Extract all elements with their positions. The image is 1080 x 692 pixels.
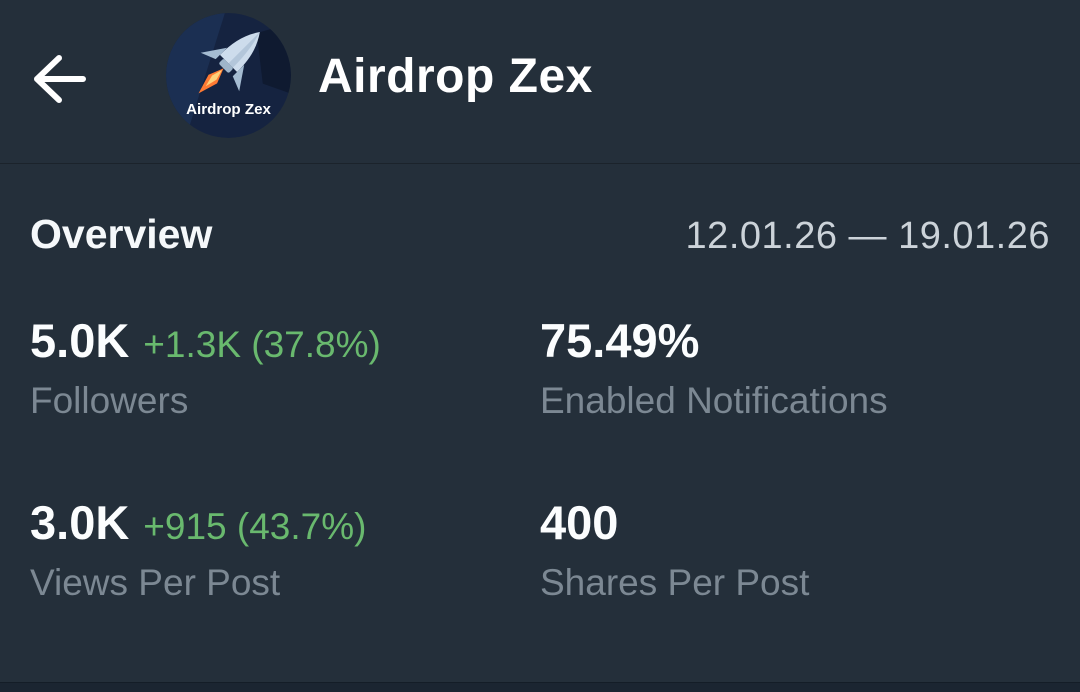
back-button[interactable] bbox=[24, 44, 94, 114]
stat-label: Followers bbox=[30, 380, 189, 421]
stats-grid: 5.0K +1.3K (37.8%) Followers 75.49% Enab… bbox=[30, 313, 1050, 604]
page-title: Airdrop Zex bbox=[318, 50, 593, 103]
stat-views-per-post: 3.0K +915 (43.7%) Views Per Post bbox=[30, 495, 540, 604]
stat-followers: 5.0K +1.3K (37.8%) Followers bbox=[30, 313, 540, 422]
rocket-avatar-icon: Airdrop Zex bbox=[166, 13, 291, 138]
date-range-label: 12.01.26 — 19.01.26 bbox=[685, 215, 1050, 257]
stat-label: Enabled Notifications bbox=[540, 380, 888, 421]
avatar-label: Airdrop Zex bbox=[186, 101, 271, 118]
overview-section: Overview 12.01.26 — 19.01.26 5.0K +1.3K … bbox=[0, 211, 1080, 604]
next-section-divider bbox=[0, 682, 1080, 692]
channel-avatar[interactable]: Airdrop Zex bbox=[166, 13, 291, 138]
stat-value: 5.0K bbox=[30, 314, 130, 367]
stat-delta: +915 (43.7%) bbox=[143, 506, 367, 547]
section-title: Overview bbox=[30, 211, 213, 257]
stat-value: 3.0K bbox=[30, 496, 130, 549]
stat-label: Views Per Post bbox=[30, 562, 281, 603]
stat-shares-per-post: 400 Shares Per Post bbox=[540, 495, 1050, 604]
back-arrow-icon bbox=[34, 55, 86, 103]
stat-delta: +1.3K (37.8%) bbox=[143, 324, 381, 365]
stat-enabled-notifications: 75.49% Enabled Notifications bbox=[540, 313, 1050, 422]
stat-label: Shares Per Post bbox=[540, 562, 810, 603]
header-bar: Airdrop Zex Airdrop Zex bbox=[0, 0, 1080, 164]
stat-value: 400 bbox=[540, 496, 619, 549]
overview-header-row: Overview 12.01.26 — 19.01.26 bbox=[30, 211, 1050, 258]
stat-value: 75.49% bbox=[540, 314, 700, 367]
